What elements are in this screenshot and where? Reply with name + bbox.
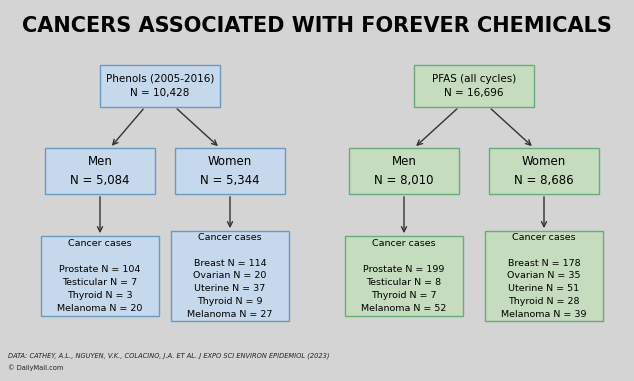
Text: Women
N = 8,686: Women N = 8,686 [514, 155, 574, 187]
Text: Cancer cases

Breast N = 114
Ovarian N = 20
Uterine N = 37
Thyroid N = 9
Melanom: Cancer cases Breast N = 114 Ovarian N = … [187, 233, 273, 319]
FancyBboxPatch shape [414, 65, 534, 107]
Text: © DailyMail.com: © DailyMail.com [8, 364, 63, 371]
Text: Women
N = 5,344: Women N = 5,344 [200, 155, 260, 187]
Text: Men
N = 8,010: Men N = 8,010 [374, 155, 434, 187]
Text: Phenols (2005-2016)
N = 10,428: Phenols (2005-2016) N = 10,428 [106, 74, 214, 98]
Text: DATA: CATHEY, A.L., NGUYEN, V.K., COLACINO, J.A. ET AL. J EXPO SCI ENVIRON EPIDE: DATA: CATHEY, A.L., NGUYEN, V.K., COLACI… [8, 352, 330, 359]
FancyBboxPatch shape [45, 148, 155, 194]
FancyBboxPatch shape [171, 231, 289, 321]
Text: Men
N = 5,084: Men N = 5,084 [70, 155, 130, 187]
FancyBboxPatch shape [485, 231, 603, 321]
Text: Cancer cases

Breast N = 178
Ovarian N = 35
Uterine N = 51
Thyroid N = 28
Melano: Cancer cases Breast N = 178 Ovarian N = … [501, 233, 586, 319]
FancyBboxPatch shape [175, 148, 285, 194]
Text: Cancer cases

Prostate N = 104
Testicular N = 7
Thyroid N = 3
Melanoma N = 20: Cancer cases Prostate N = 104 Testicular… [57, 239, 143, 313]
Text: CANCERS ASSOCIATED WITH FOREVER CHEMICALS: CANCERS ASSOCIATED WITH FOREVER CHEMICAL… [22, 16, 612, 36]
FancyBboxPatch shape [489, 148, 599, 194]
Text: Cancer cases

Prostate N = 199
Testicular N = 8
Thyroid N = 7
Melanoma N = 52: Cancer cases Prostate N = 199 Testicular… [361, 239, 447, 313]
FancyBboxPatch shape [349, 148, 459, 194]
FancyBboxPatch shape [41, 236, 159, 316]
Text: PFAS (all cycles)
N = 16,696: PFAS (all cycles) N = 16,696 [432, 74, 516, 98]
FancyBboxPatch shape [345, 236, 463, 316]
FancyBboxPatch shape [100, 65, 220, 107]
